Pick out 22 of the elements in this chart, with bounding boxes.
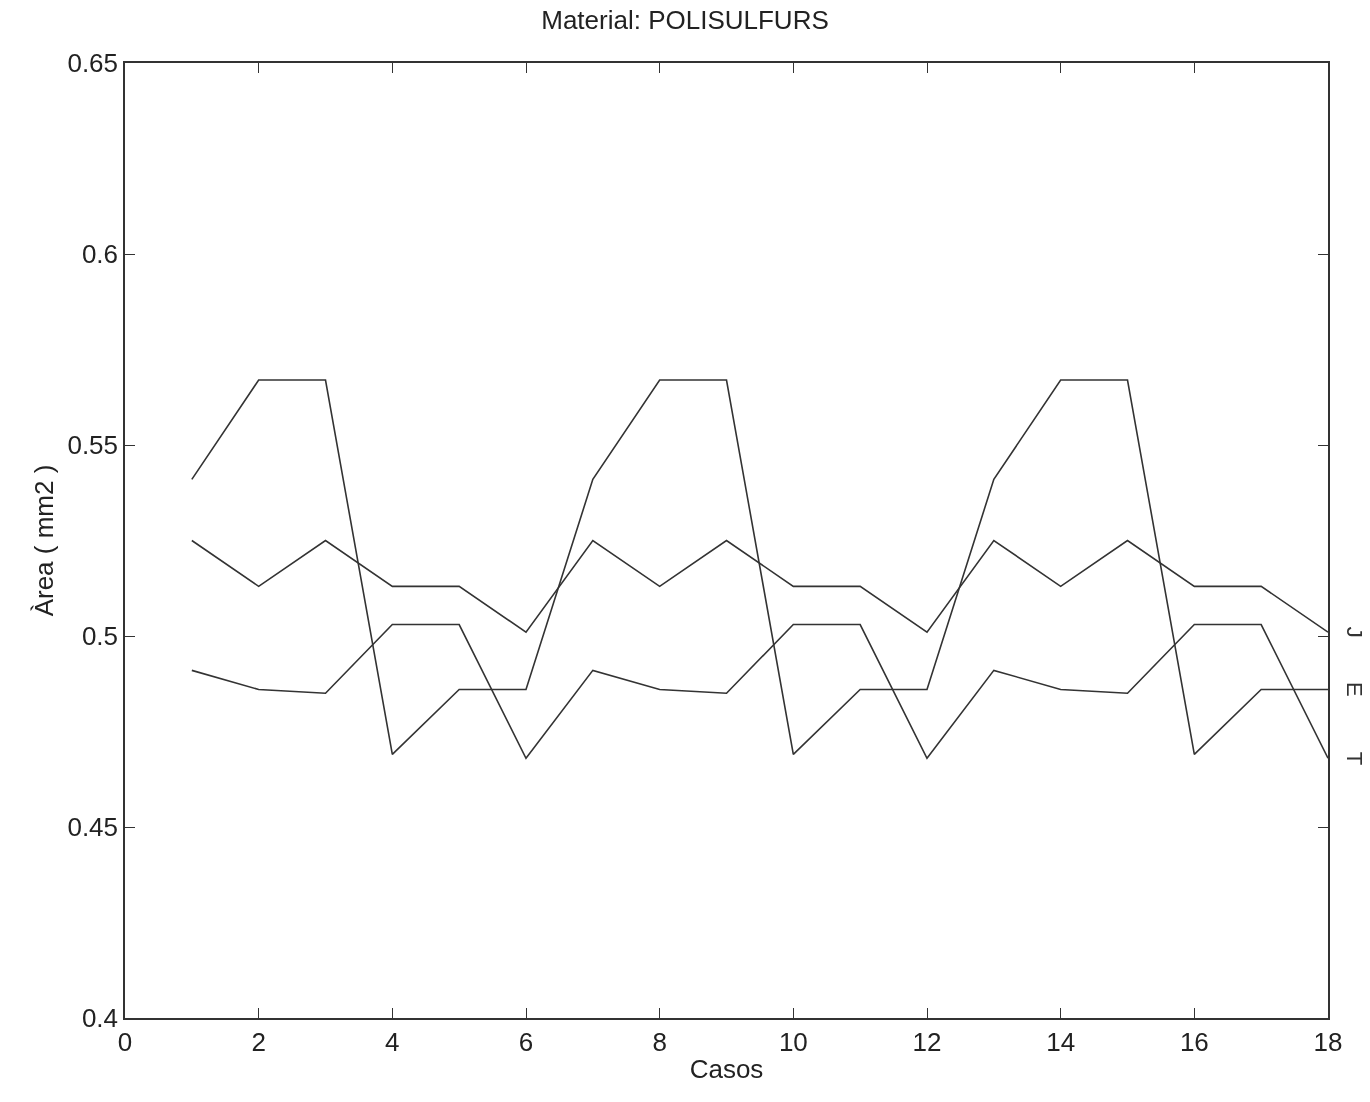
- x-axis-title: Casos: [689, 1054, 764, 1085]
- y-tick-label: 0.65: [67, 48, 119, 79]
- x-tick-label: 8: [652, 1026, 667, 1057]
- y-tick-label: 0.55: [67, 430, 119, 461]
- x-tick-label: 16: [1179, 1026, 1209, 1057]
- x-tick-label: 4: [385, 1026, 400, 1057]
- x-tick-label: 10: [778, 1026, 808, 1057]
- legend-label: J: [1341, 626, 1367, 638]
- x-tick-label: 0: [117, 1026, 133, 1057]
- y-tick-label: 0.6: [81, 239, 119, 270]
- text: T: [1341, 751, 1367, 766]
- y-tick-label: 0.5: [81, 621, 119, 652]
- y-axis-title: Àrea ( mm2 ): [29, 464, 60, 617]
- text: E: [1341, 681, 1367, 697]
- x-tick-label: 18: [1313, 1026, 1343, 1057]
- x-tick-label: 14: [1046, 1026, 1076, 1057]
- x-tick-label: 6: [518, 1026, 534, 1057]
- x-tick-label: 12: [912, 1026, 942, 1057]
- x-tick-label: 2: [251, 1026, 266, 1057]
- y-tick-label: 0.4: [81, 1003, 119, 1034]
- chart-title: Material: POLISULFURS: [541, 5, 829, 36]
- y-tick-label: 0.45: [67, 812, 119, 843]
